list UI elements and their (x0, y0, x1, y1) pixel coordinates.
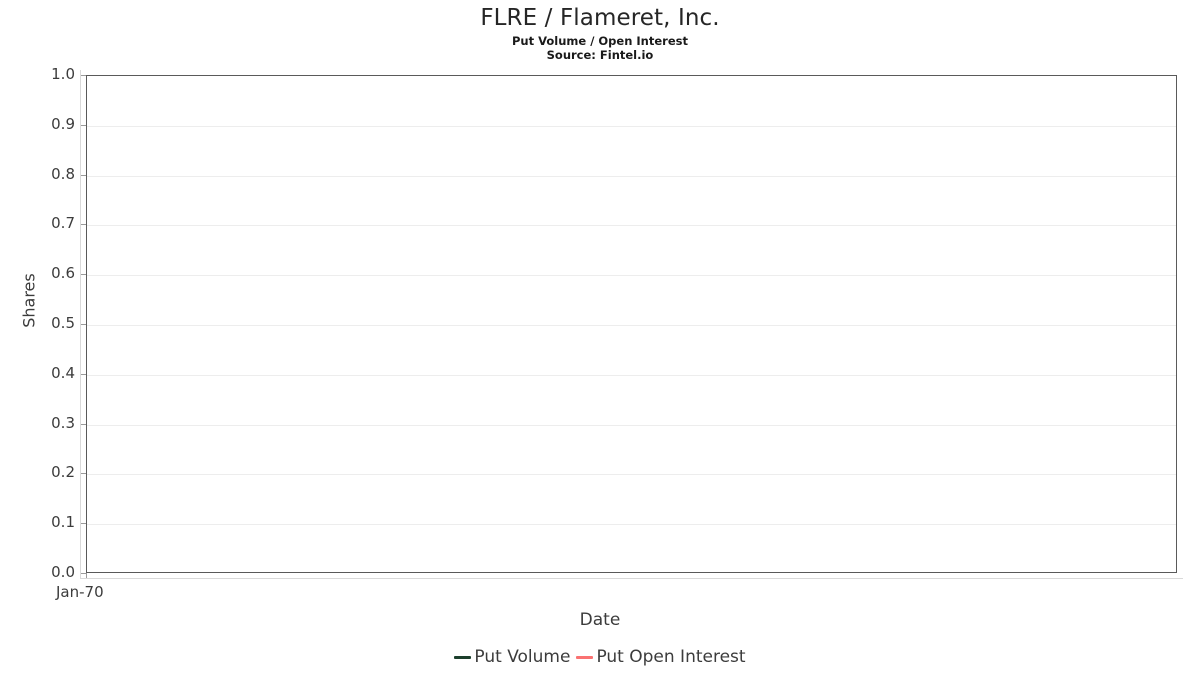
outer-spine-bottom (80, 578, 1183, 579)
chart-title-block: FLRE / Flameret, Inc. Put Volume / Open … (0, 4, 1200, 62)
gridline (87, 126, 1176, 127)
legend-label: Put Volume (474, 647, 571, 667)
y-tick-mark (81, 573, 86, 574)
y-tick-label: 0.1 (51, 513, 75, 531)
gridline (87, 176, 1176, 177)
y-tick-label: 0.5 (51, 314, 75, 332)
legend-line-icon (576, 655, 594, 659)
gridline (87, 225, 1176, 226)
y-tick-label: 1.0 (51, 65, 75, 83)
chart-legend: Put Volume Put Open Interest (0, 647, 1200, 667)
y-tick-label: 0.0 (51, 563, 75, 581)
y-tick-label: 0.2 (51, 463, 75, 481)
y-tick-mark (81, 125, 86, 126)
y-tick-label: 0.4 (51, 364, 75, 382)
x-tick-mark (86, 573, 87, 578)
plot-area (86, 75, 1177, 573)
y-tick-mark (81, 324, 86, 325)
x-axis-label: Date (579, 610, 621, 630)
legend-entry[interactable]: Put Open Interest (576, 647, 746, 667)
y-tick-label: 0.6 (51, 264, 75, 282)
y-tick-mark (81, 274, 86, 275)
y-tick-label: 0.7 (51, 214, 75, 232)
gridline (87, 425, 1176, 426)
gridline (87, 524, 1176, 525)
y-tick-mark (81, 523, 86, 524)
gridline (87, 275, 1176, 276)
outer-spine-left (80, 70, 81, 579)
y-tick-mark (81, 224, 86, 225)
y-tick-mark (81, 175, 86, 176)
y-tick-label: 0.8 (51, 165, 75, 183)
y-tick-label: 0.9 (51, 115, 75, 133)
y-tick-mark (81, 424, 86, 425)
chart-subtitle: Put Volume / Open Interest (512, 34, 688, 48)
legend-entry[interactable]: Put Volume (454, 647, 570, 667)
gridline (87, 375, 1176, 376)
chart-source-label: Source: Fintel.io (546, 48, 654, 62)
page-title: FLRE / Flameret, Inc. (480, 5, 720, 31)
y-tick-mark (81, 374, 86, 375)
y-axis-label: Shares (19, 273, 39, 328)
gridline (87, 325, 1176, 326)
legend-label: Put Open Interest (596, 647, 746, 667)
y-tick-mark (81, 473, 86, 474)
y-tick-mark (81, 75, 86, 76)
gridline (87, 474, 1176, 475)
y-tick-label: 0.3 (51, 414, 75, 432)
legend-line-icon (454, 655, 472, 659)
x-tick-label: Jan-70 (56, 583, 104, 601)
